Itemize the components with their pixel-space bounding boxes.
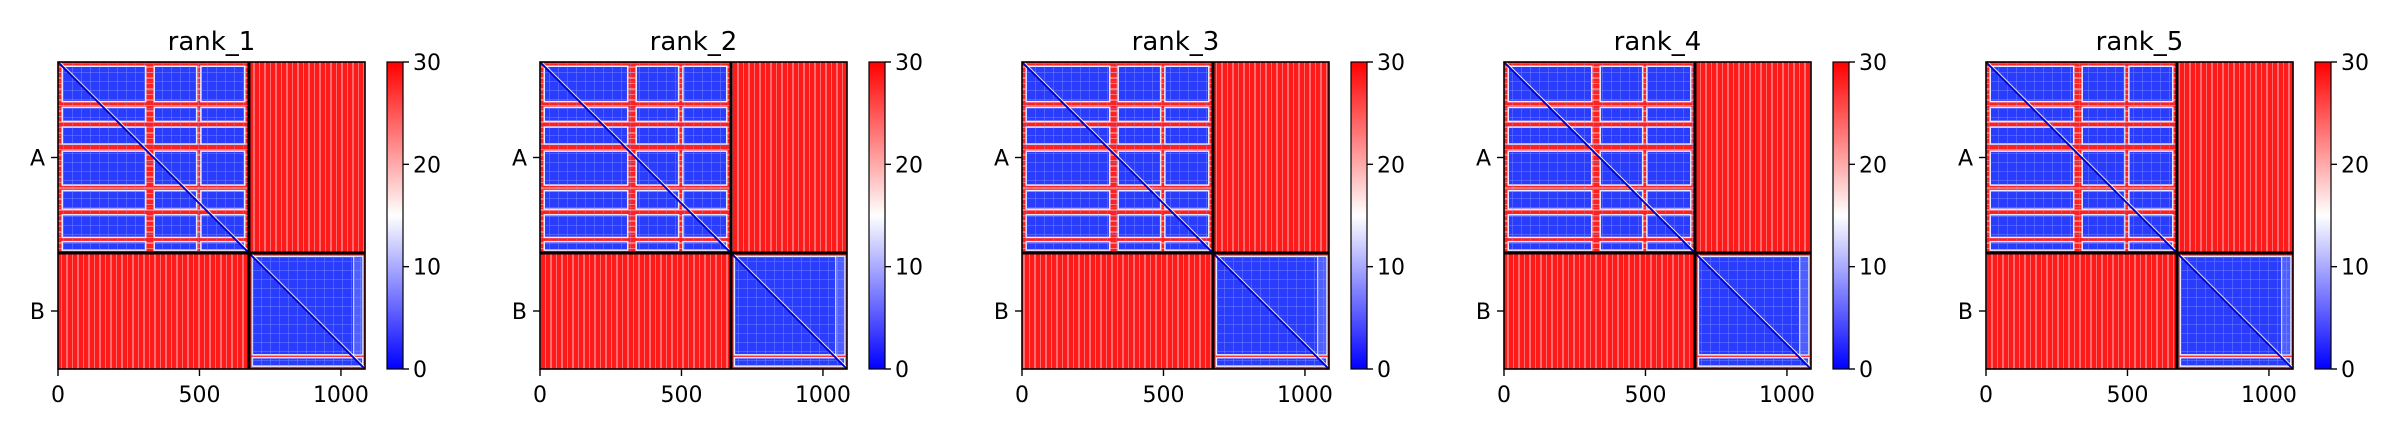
y-tick-label: B <box>30 300 45 325</box>
x-tick-label: 0 <box>1015 383 1029 408</box>
axes-frame <box>57 61 366 370</box>
pae-panel: rank_1 0 500 1000 A B 0 10 20 30 <box>30 27 441 408</box>
x-tick-label: 1000 <box>795 383 851 408</box>
diagonal <box>58 62 365 369</box>
colorbar-tick-label: 20 <box>1859 153 1887 178</box>
panel-title: rank_2 <box>650 27 738 57</box>
heatmap-image <box>58 62 365 369</box>
colorbar <box>1832 61 1850 370</box>
x-tick-label: 0 <box>1979 383 1993 408</box>
colorbar <box>2314 61 2332 370</box>
colorbar <box>1350 61 1368 370</box>
axes-frame <box>1503 61 1812 370</box>
colorbar-tick-label: 10 <box>1859 256 1887 281</box>
panel-title: rank_1 <box>168 27 256 57</box>
y-tick-label: A <box>30 146 45 171</box>
x-tick-label: 1000 <box>1277 383 1333 408</box>
diagonal <box>540 62 847 369</box>
colorbar-tick-label: 10 <box>895 256 923 281</box>
pae-panel: rank_2 0 500 1000 A B 0 10 20 30 <box>512 27 923 408</box>
x-tick-label: 0 <box>1497 383 1511 408</box>
colorbar-tick-label: 20 <box>895 153 923 178</box>
colorbar-tick-label: 0 <box>2341 358 2355 383</box>
y-tick-label: B <box>1476 300 1491 325</box>
x-tick-label: 0 <box>533 383 547 408</box>
panel-title: rank_4 <box>1614 27 1702 57</box>
x-tick-label: 500 <box>2106 383 2148 408</box>
pae-panel: rank_3 0 500 1000 A B 0 10 20 30 <box>994 27 1405 408</box>
colorbar-tick-label: 30 <box>413 51 441 76</box>
colorbar-tick-label: 0 <box>1859 358 1873 383</box>
heatmap-image <box>540 62 847 369</box>
colorbar-tick-label: 30 <box>895 51 923 76</box>
colorbar-tick-label: 30 <box>2341 51 2369 76</box>
y-tick-label: A <box>512 146 527 171</box>
y-tick-label: B <box>994 300 1009 325</box>
colorbar-tick-label: 30 <box>1377 51 1405 76</box>
colorbar <box>868 61 886 370</box>
x-tick-label: 500 <box>1624 383 1666 408</box>
heatmap-image <box>1022 62 1329 369</box>
colorbar-tick-label: 10 <box>413 256 441 281</box>
axes-frame <box>1021 61 1330 370</box>
y-tick-label: B <box>512 300 527 325</box>
heatmap-image <box>1504 62 1811 369</box>
x-tick-label: 500 <box>660 383 702 408</box>
axes-frame <box>1985 61 2294 370</box>
colorbar-tick-label: 0 <box>1377 358 1391 383</box>
diagonal <box>1986 62 2293 369</box>
y-tick-label: A <box>994 146 1009 171</box>
colorbar-tick-label: 0 <box>895 358 909 383</box>
colorbar-tick-label: 20 <box>1377 153 1405 178</box>
colorbar-tick-label: 0 <box>413 358 427 383</box>
colorbar-tick-label: 10 <box>2341 256 2369 281</box>
colorbar-tick-label: 30 <box>1859 51 1887 76</box>
x-tick-label: 0 <box>51 383 65 408</box>
pae-panel: rank_5 0 500 1000 A B 0 10 20 30 <box>1958 27 2369 408</box>
x-tick-label: 1000 <box>1759 383 1815 408</box>
y-tick-label: A <box>1958 146 1973 171</box>
diagonal <box>1022 62 1329 369</box>
x-tick-label: 500 <box>1142 383 1184 408</box>
colorbar-tick-label: 20 <box>413 153 441 178</box>
colorbar <box>386 61 404 370</box>
diagonal <box>1504 62 1811 369</box>
heatmap-image <box>1986 62 2293 369</box>
axes-frame <box>539 61 848 370</box>
pae-panel: rank_4 0 500 1000 A B 0 10 20 30 <box>1476 27 1887 408</box>
x-tick-label: 500 <box>178 383 220 408</box>
colorbar-tick-label: 20 <box>2341 153 2369 178</box>
y-tick-label: B <box>1958 300 1973 325</box>
colorbar-tick-label: 10 <box>1377 256 1405 281</box>
x-tick-label: 1000 <box>313 383 369 408</box>
y-tick-label: A <box>1476 146 1491 171</box>
panel-title: rank_3 <box>1132 27 1220 57</box>
panel-title: rank_5 <box>2096 27 2184 57</box>
x-tick-label: 1000 <box>2241 383 2297 408</box>
